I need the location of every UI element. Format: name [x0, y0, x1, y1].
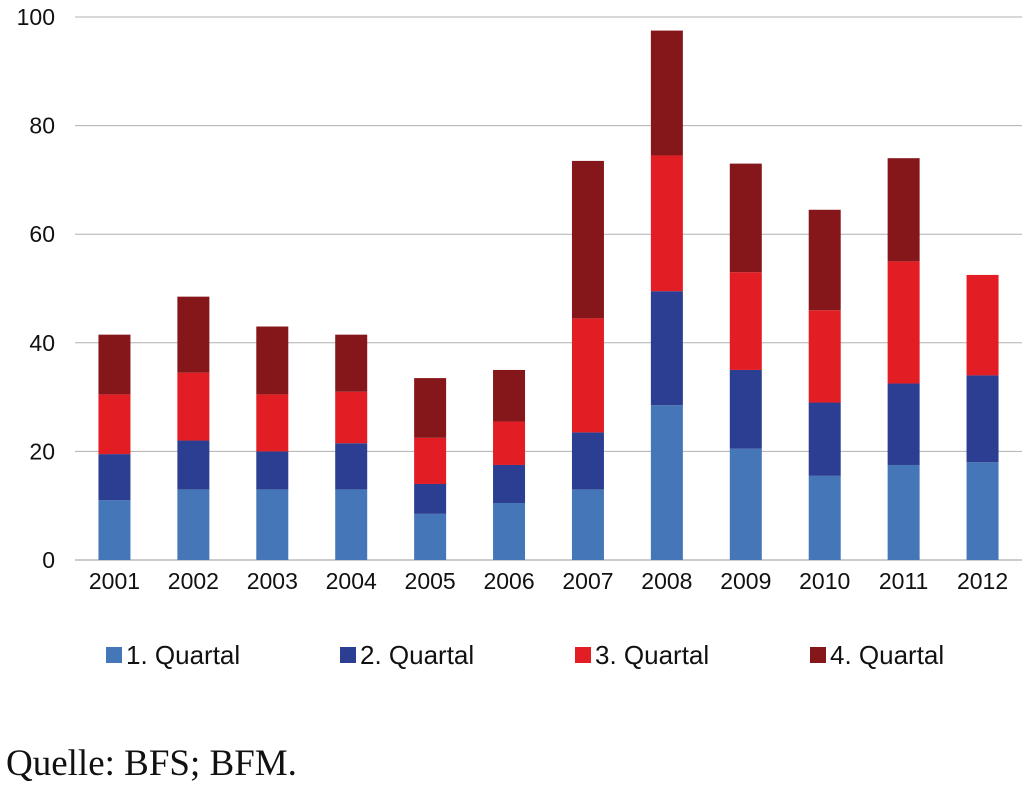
y-tick-label: 100 — [17, 4, 55, 30]
bar-segment — [256, 489, 289, 560]
bar-segment — [571, 160, 604, 319]
bar-segment — [177, 296, 210, 373]
bar-segment — [887, 261, 920, 384]
y-tick-label: 40 — [29, 330, 55, 356]
bar-segment — [887, 383, 920, 465]
bar-segment — [729, 369, 762, 449]
x-tick-label: 2007 — [562, 568, 613, 594]
bar-segment — [414, 483, 447, 514]
bar-segment — [256, 451, 289, 490]
x-tick-label: 2003 — [247, 568, 298, 594]
gridlines — [75, 16, 1022, 561]
legend: 1. Quartal 2. Quartal 3. Quartal 4. Quartal — [106, 640, 944, 670]
bar-segment — [808, 209, 841, 311]
bar-segment — [98, 334, 131, 395]
bar-segment — [650, 155, 683, 292]
x-tick-label: 2001 — [89, 568, 140, 594]
legend-label: 1. Quartal — [126, 640, 240, 670]
legend-label: 4. Quartal — [830, 640, 944, 670]
y-axis-tick-labels: 0 20 40 60 80 100 — [17, 4, 55, 573]
bar-segment — [335, 489, 368, 560]
bar-segment — [256, 394, 289, 452]
legend-label: 3. Quartal — [595, 640, 709, 670]
bar-segment — [966, 462, 999, 560]
bar-segment — [335, 391, 368, 444]
legend-swatch — [810, 647, 826, 663]
bar-segment — [729, 448, 762, 560]
bar-segment — [571, 432, 604, 490]
x-tick-label: 2005 — [405, 568, 456, 594]
bar-segment — [177, 372, 210, 441]
x-tick-label: 2012 — [957, 568, 1008, 594]
y-tick-label: 20 — [29, 438, 55, 464]
legend-swatch — [575, 647, 591, 663]
x-tick-label: 2010 — [799, 568, 850, 594]
x-tick-label: 2009 — [720, 568, 771, 594]
bar-segment — [493, 369, 526, 422]
bar-segment — [808, 310, 841, 403]
legend-label: 2. Quartal — [360, 640, 474, 670]
x-tick-label: 2006 — [483, 568, 534, 594]
bar-segment — [650, 30, 683, 156]
bar-segment — [966, 375, 999, 463]
bar-segment — [177, 489, 210, 560]
source-note: Quelle: BFS; BFM. — [6, 743, 297, 784]
bar-segment — [571, 489, 604, 560]
y-tick-label: 80 — [29, 113, 55, 139]
bar-segment — [414, 378, 447, 438]
bar-segment — [650, 405, 683, 560]
bar-segment — [98, 454, 131, 501]
bar-segment — [966, 274, 999, 376]
bar-segment — [493, 464, 526, 503]
bar-segment — [98, 394, 131, 455]
bar-segment — [887, 158, 920, 262]
y-tick-label: 60 — [29, 221, 55, 247]
x-tick-label: 2002 — [168, 568, 219, 594]
bar-segment — [729, 272, 762, 370]
bar-segment — [650, 291, 683, 406]
bar-segment — [887, 464, 920, 560]
legend-swatch — [106, 647, 122, 663]
bar-segment — [571, 318, 604, 433]
legend-swatch — [340, 647, 356, 663]
bar-segment — [335, 334, 368, 392]
bar-segment — [98, 500, 131, 560]
bar-stacks — [98, 30, 999, 560]
bar-segment — [493, 421, 526, 465]
x-tick-label: 2004 — [326, 568, 377, 594]
bar-segment — [256, 326, 289, 395]
bar-segment — [729, 163, 762, 273]
x-tick-label: 2008 — [641, 568, 692, 594]
bar-segment — [414, 513, 447, 560]
x-tick-label: 2011 — [879, 568, 928, 594]
y-tick-label: 0 — [42, 547, 55, 573]
bar-segment — [808, 402, 841, 476]
bar-segment — [177, 440, 210, 490]
x-axis-tick-labels: 2001 2002 2003 2004 2005 2006 2007 2008 2009 2010… — [89, 568, 1008, 594]
bar-segment — [335, 443, 368, 490]
bar-segment — [493, 502, 526, 560]
bar-segment — [414, 437, 447, 484]
bar-segment — [808, 475, 841, 560]
